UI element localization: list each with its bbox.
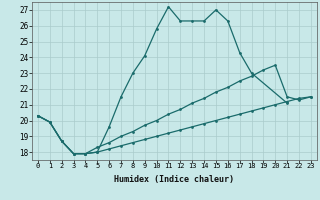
X-axis label: Humidex (Indice chaleur): Humidex (Indice chaleur) — [115, 175, 234, 184]
